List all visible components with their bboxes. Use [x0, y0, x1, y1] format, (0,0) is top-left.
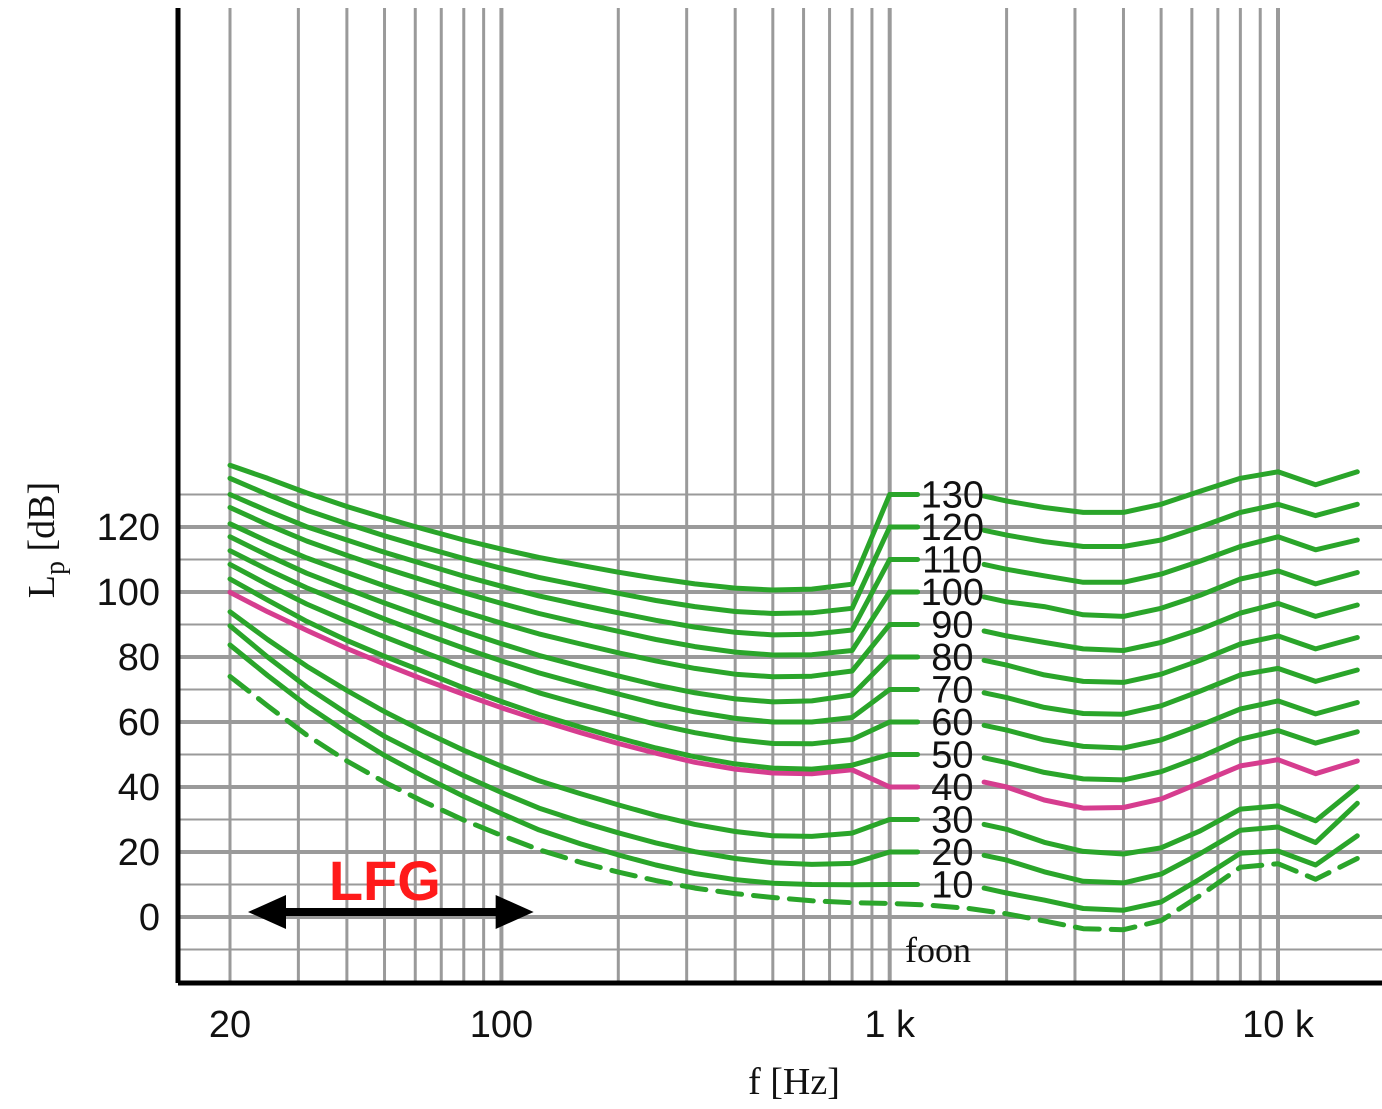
curve-60-hi [981, 698, 1360, 751]
curve-label-60: 60 [931, 702, 973, 744]
curve-label-20: 20 [931, 832, 973, 874]
curve-30 [227, 609, 921, 839]
curve-120 [227, 475, 921, 616]
x-tick-label: 100 [470, 1004, 533, 1046]
curve-label-30: 30 [931, 800, 973, 842]
curve-40 [227, 589, 921, 790]
lfg-arrow-left-head [248, 895, 286, 929]
curve-50 [227, 576, 921, 772]
curve-label-110: 110 [922, 540, 983, 582]
unit-label-foon: foon [905, 930, 971, 970]
y-axis-label-main: L [21, 575, 63, 598]
x-tick-label: 20 [209, 1004, 251, 1046]
y-tick-label: 120 [97, 507, 160, 549]
lfg-annotation: LFG [248, 849, 534, 929]
y-axis-label: Lp [dB] [21, 482, 71, 598]
curve-110 [227, 492, 921, 638]
y-tick-labels: 0 20 40 60 80 100 120 [97, 507, 160, 939]
curve-label-80: 80 [931, 637, 973, 679]
curve-10 [227, 642, 921, 888]
curve-20 [227, 623, 921, 867]
curve-100-hi [981, 568, 1360, 619]
curve-10-hi [981, 833, 1360, 913]
curve-80-hi [981, 633, 1360, 685]
y-axis-label-unit: [dB] [21, 482, 63, 561]
curve-60 [227, 561, 921, 747]
curve-foon [227, 674, 1360, 933]
y-tick-label: 80 [118, 637, 160, 679]
curve-label-90: 90 [931, 605, 973, 647]
curve-label-10: 10 [931, 865, 973, 907]
x-axis-label: f [Hz] [748, 1061, 840, 1103]
y-axis-label-sub: p [40, 561, 71, 575]
curve-130-hi [981, 469, 1360, 515]
y-tick-label: 60 [118, 702, 160, 744]
curve-70 [227, 548, 921, 725]
curve-30-hi [981, 784, 1360, 857]
curve-label-70: 70 [931, 670, 973, 712]
curve-70-hi [981, 665, 1360, 717]
curve-label-40: 40 [931, 767, 973, 809]
plot-frame [175, 8, 1382, 986]
curve-label-120: 120 [921, 507, 984, 549]
y-tick-label: 40 [118, 767, 160, 809]
x-tick-label: 10 k [1242, 1004, 1315, 1046]
curve-40-hi [981, 757, 1360, 811]
curve-90-hi [981, 600, 1360, 653]
curve-110-hi [981, 534, 1360, 585]
lfg-arrow-right-head [495, 895, 534, 929]
grid [178, 8, 1382, 983]
curve-120-hi [981, 501, 1360, 549]
curve-label-130: 130 [921, 475, 984, 517]
curve-label-50: 50 [931, 735, 973, 777]
curve-90 [227, 521, 921, 680]
curve-130 [227, 462, 921, 593]
curve-label-100: 100 [921, 572, 984, 614]
x-tick-labels: 20 100 1 k 10 k [209, 1004, 1315, 1046]
curve-50-hi [981, 728, 1360, 783]
loudness-curves [227, 462, 1360, 933]
curve-80 [227, 534, 921, 705]
y-tick-label: 100 [97, 572, 160, 614]
y-tick-label: 20 [118, 832, 160, 874]
x-tick-label: 1 k [864, 1004, 916, 1046]
curve-20-hi [981, 800, 1360, 886]
curve-100 [227, 505, 921, 658]
lfg-label: LFG [329, 849, 441, 912]
y-tick-label: 0 [139, 897, 160, 939]
